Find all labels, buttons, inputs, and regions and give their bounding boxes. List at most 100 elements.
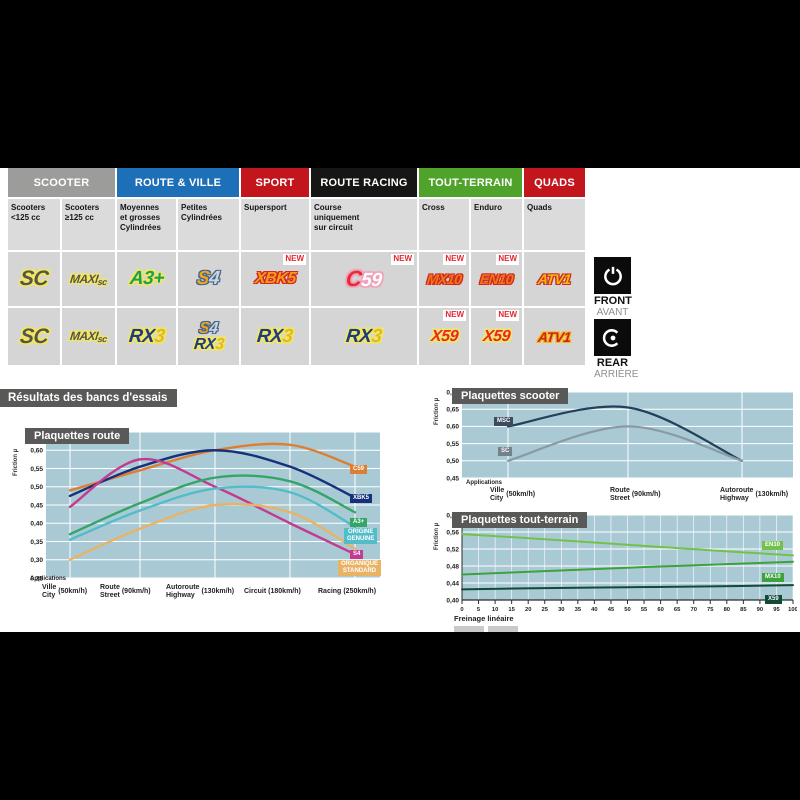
subheader-petites: Petites Cylindrées (178, 199, 239, 250)
subheader-course-circuit: Course uniquement sur circuit (311, 199, 417, 250)
rear-badge-subtitle: ARRIÈRE (594, 369, 639, 380)
rear-disc-icon (594, 319, 631, 356)
series-label-en10: EN10 (762, 541, 784, 551)
scooter-x-label-route: Route Street (90km/h) (610, 487, 661, 502)
scooter-x-label-ville: Ville City (50km/h) (490, 487, 535, 502)
rx3-logo-rx: RX (256, 325, 284, 347)
x-label-fr: Autoroute (166, 584, 200, 591)
x-label-en: Street (100, 591, 120, 599)
svg-text:100: 100 (788, 607, 797, 613)
category-route-racing: ROUTE RACING (311, 168, 417, 197)
c59-logo-59: 59 (360, 270, 383, 291)
category-tout-terrain: TOUT-TERRAIN (419, 168, 522, 197)
svg-text:0,44: 0,44 (446, 580, 459, 587)
rear-badge-title: REAR (596, 357, 629, 369)
maxi-sc-logo-sc: sc (97, 276, 108, 287)
svg-text:70: 70 (690, 607, 696, 613)
s4-rx3-stack: S4 RX3 (193, 319, 224, 353)
scooter-pads-chart: Plaquettes scooter Friction µ Applicatio… (432, 385, 797, 510)
maxi-sc-logo-sc: sc (97, 334, 108, 344)
x-label-fr: Route (610, 487, 630, 494)
svg-text:0,30: 0,30 (30, 557, 43, 564)
front-pad-cell: S4 (178, 252, 239, 306)
rx3-logo: RX3 (345, 326, 383, 348)
x-label-en: City (490, 494, 504, 502)
svg-text:80: 80 (724, 607, 730, 613)
front-pad-cell: MAXIsc (62, 252, 115, 306)
rx3-logo: RX3 (256, 326, 294, 348)
svg-text:90: 90 (757, 607, 763, 613)
rx3-logo-rx: RX (127, 325, 156, 347)
svg-text:50: 50 (624, 607, 630, 613)
s4-logo: S4 (196, 268, 220, 290)
series-line-en10 (461, 533, 794, 557)
x-label-en: Highway (720, 494, 749, 502)
front-badge: FRONT AVANT (594, 257, 654, 318)
svg-text:0,50: 0,50 (30, 484, 43, 491)
s4-logo-4: 4 (208, 319, 219, 337)
svg-text:5: 5 (477, 607, 481, 613)
series-label-mx10: MX10 (762, 573, 784, 583)
svg-text:20: 20 (525, 607, 531, 613)
rear-pad-cell: SC (8, 308, 60, 365)
x-label-en: City (42, 591, 56, 599)
front-pad-cell: NEW EN10 (471, 252, 522, 306)
category-route-ville: ROUTE & VILLE (117, 168, 239, 197)
xbk5-logo: XBK5 (253, 270, 297, 287)
rear-pad-cell: RX3 (117, 308, 176, 365)
series-label-c59: C59 (350, 465, 368, 475)
svg-text:10: 10 (492, 607, 498, 613)
category-quads: QUADS (524, 168, 585, 197)
rear-pad-cell: RX3 (241, 308, 309, 365)
svg-text:30: 30 (558, 607, 564, 613)
maxi-sc-logo-maxi: MAXI (69, 329, 99, 343)
rear-pad-cell: MAXIsc (62, 308, 115, 365)
x-label-speed: (90km/h) (121, 588, 151, 596)
svg-text:0,40: 0,40 (446, 597, 459, 604)
front-disc-icon (594, 257, 631, 294)
rear-pad-cell: NEW X59 (419, 308, 469, 365)
x-label-speed: (50km/h) (506, 491, 536, 499)
route-pads-chart: Plaquettes route Friction µ Applications… (13, 424, 393, 619)
x-label-en: Street (610, 494, 630, 502)
svg-text:0,45: 0,45 (446, 475, 459, 482)
rear-badge: REAR ARRIÈRE (594, 319, 654, 380)
subheader-scooters-big: Scooters ≥125 cc (62, 199, 115, 250)
sc-logo: SC (18, 267, 50, 290)
subheader-enduro: Enduro (471, 199, 522, 250)
x59-logo: X59 (429, 327, 459, 345)
x-label-fr: Autoroute (720, 487, 754, 494)
x-label-fr: Circuit (244, 588, 267, 595)
x-label-speed: (250km/h) (343, 588, 377, 595)
route-x-label-racing: Racing (250km/h) (318, 588, 376, 595)
front-pad-cell: ATV1 (524, 252, 585, 306)
x-label-fr: Racing (318, 588, 342, 595)
svg-text:45: 45 (608, 607, 615, 613)
x-label-fr: Route (100, 584, 120, 591)
x-label-speed: (130km/h) (755, 491, 789, 499)
series-line-mx10 (461, 560, 794, 576)
scooter-chart-applications-label: Applications (466, 480, 503, 486)
svg-text:0,60: 0,60 (446, 424, 459, 431)
cutoff-element (454, 626, 484, 632)
series-line-sc (506, 425, 744, 462)
series-line-s4 (68, 457, 357, 556)
scooter-x-label-autoroute: Autoroute Highway (130km/h) (720, 487, 788, 502)
svg-text:0,48: 0,48 (446, 563, 459, 570)
front-pad-cell: SC (8, 252, 60, 306)
x-label-speed: (90km/h) (631, 491, 661, 499)
svg-text:85: 85 (740, 607, 747, 613)
tout-terrain-chart-canvas: 0,600,560,520,480,440,400510152025303540… (446, 512, 797, 613)
svg-text:0,25: 0,25 (30, 575, 43, 582)
front-pad-cell: NEW XBK5 (241, 252, 309, 306)
svg-text:0,40: 0,40 (30, 521, 43, 528)
series-line-a3 (68, 474, 357, 536)
front-pad-cell: NEW MX10 (419, 252, 469, 306)
scooter-chart-canvas: 0,700,650,600,550,500,45 (446, 389, 793, 482)
c59-logo: C59 (345, 266, 383, 292)
svg-text:65: 65 (674, 607, 681, 613)
cutoff-element (488, 626, 518, 632)
svg-text:0,55: 0,55 (446, 441, 459, 448)
rx3-logo-3: 3 (153, 325, 166, 347)
